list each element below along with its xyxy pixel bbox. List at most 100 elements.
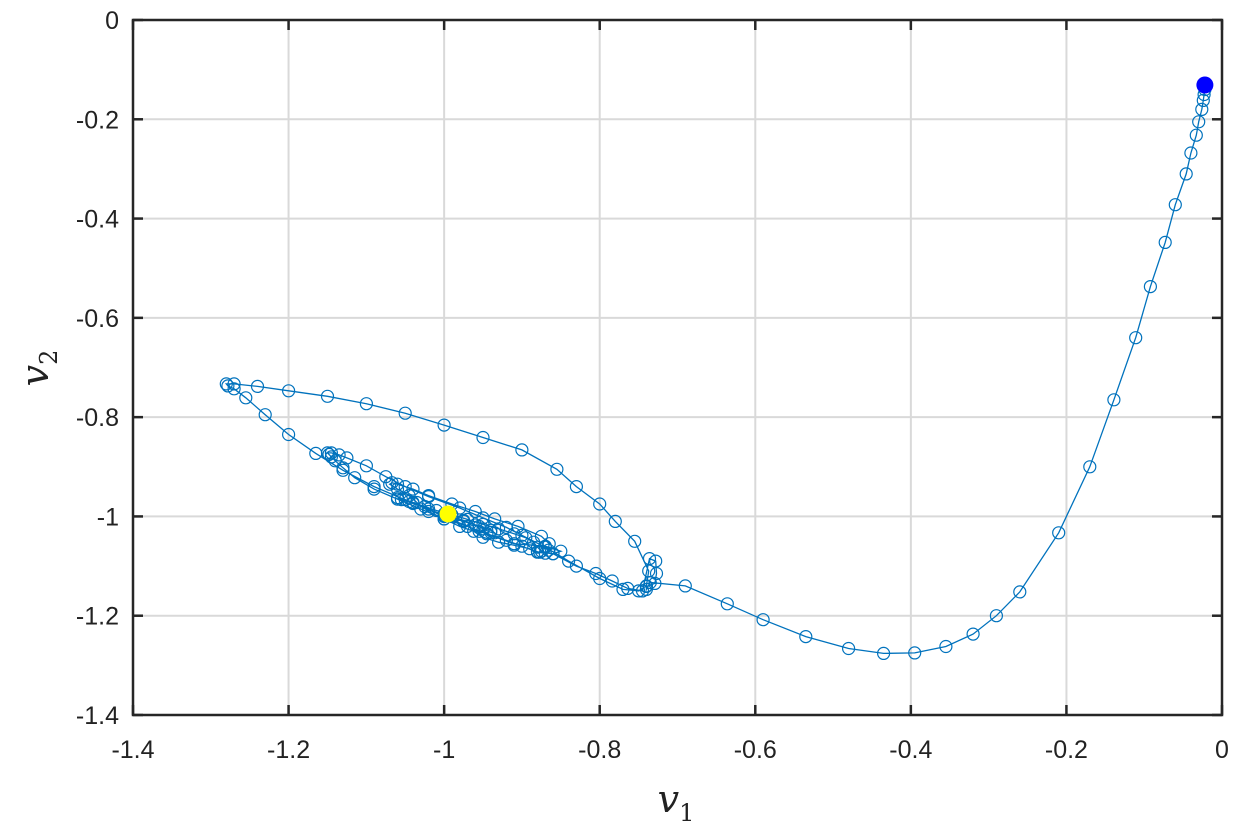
data-point xyxy=(1168,198,1182,212)
data-point xyxy=(406,496,420,511)
data-point xyxy=(322,447,336,461)
data-point xyxy=(1107,393,1121,407)
end-point xyxy=(439,505,457,523)
data-point xyxy=(468,518,482,532)
data-point xyxy=(499,520,513,535)
x-tick-label: -0.4 xyxy=(889,736,932,764)
x-axis-label-sub: 1 xyxy=(679,799,694,827)
data-point xyxy=(367,480,381,494)
data-point xyxy=(1184,146,1198,160)
data-point xyxy=(569,480,584,494)
y-tick-label: -1 xyxy=(97,503,119,531)
data-point xyxy=(1052,526,1066,540)
y-tick-label: -0.2 xyxy=(76,106,119,134)
y-tick-label: -1.2 xyxy=(76,603,119,631)
plot-frame xyxy=(131,18,1224,717)
data-point xyxy=(488,526,502,540)
data-point xyxy=(348,471,362,485)
data-point xyxy=(799,629,813,644)
data-point xyxy=(989,609,1004,623)
x-tick-label: 0 xyxy=(1215,736,1229,764)
data-point xyxy=(756,613,770,627)
data-point xyxy=(282,384,296,398)
y-axis-label-sub: 2 xyxy=(35,350,63,365)
data-point xyxy=(320,389,335,403)
grid xyxy=(133,20,1222,715)
data-point xyxy=(515,539,529,553)
data-point xyxy=(1179,167,1193,181)
data-point xyxy=(720,597,734,611)
data-point xyxy=(383,477,397,491)
data-point xyxy=(398,493,412,507)
highlight-points xyxy=(439,76,1214,523)
data-point xyxy=(221,379,235,393)
data-point xyxy=(628,534,642,548)
data-point xyxy=(876,646,891,661)
data-point xyxy=(476,511,490,525)
data-point xyxy=(379,470,393,484)
data-point xyxy=(1129,331,1143,345)
data-point xyxy=(507,537,521,551)
data-point xyxy=(616,582,630,597)
x-tick-label: -1.4 xyxy=(111,736,154,764)
data-point xyxy=(908,646,922,660)
data-point xyxy=(1195,102,1209,117)
data-point xyxy=(309,446,323,460)
data-point xyxy=(507,527,521,541)
data-point xyxy=(239,391,253,405)
data-point xyxy=(484,525,498,539)
x-axis-label-main: v xyxy=(658,777,680,821)
data-point xyxy=(605,574,619,588)
data-point xyxy=(649,554,663,568)
start-point xyxy=(1196,76,1214,94)
data-point xyxy=(332,448,346,462)
data-point xyxy=(359,397,373,411)
x-tick-label: -0.2 xyxy=(1045,736,1088,764)
data-point xyxy=(422,502,436,516)
data-point xyxy=(476,522,490,536)
data-point xyxy=(1192,115,1206,129)
data-point xyxy=(1189,128,1203,142)
data-point xyxy=(554,544,568,558)
y-axis-label: v2 xyxy=(13,350,63,387)
plot-background xyxy=(133,20,1222,715)
data-point xyxy=(569,559,584,573)
x-tick-label: -1.2 xyxy=(267,736,310,764)
data-point xyxy=(398,480,412,494)
data-point xyxy=(492,522,506,536)
data-point xyxy=(534,544,549,558)
data-point xyxy=(282,427,296,442)
data-point xyxy=(550,462,564,476)
data-point xyxy=(1143,280,1158,294)
data-point xyxy=(593,497,607,511)
data-point xyxy=(406,482,420,496)
data-point xyxy=(593,571,607,586)
data-point xyxy=(227,382,241,396)
data-point xyxy=(398,406,412,420)
data-point xyxy=(468,504,482,519)
data-point xyxy=(250,379,265,393)
data-point xyxy=(678,579,692,593)
data-point xyxy=(390,477,405,491)
data-point xyxy=(841,641,856,656)
data-point xyxy=(324,450,338,464)
data-point xyxy=(1196,93,1210,108)
data-point xyxy=(499,533,513,547)
x-tick-labels: -1.4 -1.2 -1 -0.8 -0.6 -0.4 -0.2 0 xyxy=(111,736,1229,764)
data-point xyxy=(639,579,654,593)
y-axis-label-main: v xyxy=(13,364,57,386)
data-point xyxy=(561,554,576,568)
data-point xyxy=(1158,235,1172,249)
data-point xyxy=(966,627,980,641)
y-tick-labels: 0 -0.2 -0.4 -0.6 -0.8 -1 -1.2 -1.4 xyxy=(76,7,119,730)
data-point xyxy=(631,584,646,598)
tick-marks xyxy=(131,18,1224,717)
data-point xyxy=(336,463,350,477)
data-point xyxy=(324,446,338,460)
data-point xyxy=(1013,585,1027,599)
x-tick-label: -0.6 xyxy=(734,736,777,764)
data-point xyxy=(219,377,233,391)
data-point xyxy=(519,531,533,545)
data-point xyxy=(394,493,408,507)
